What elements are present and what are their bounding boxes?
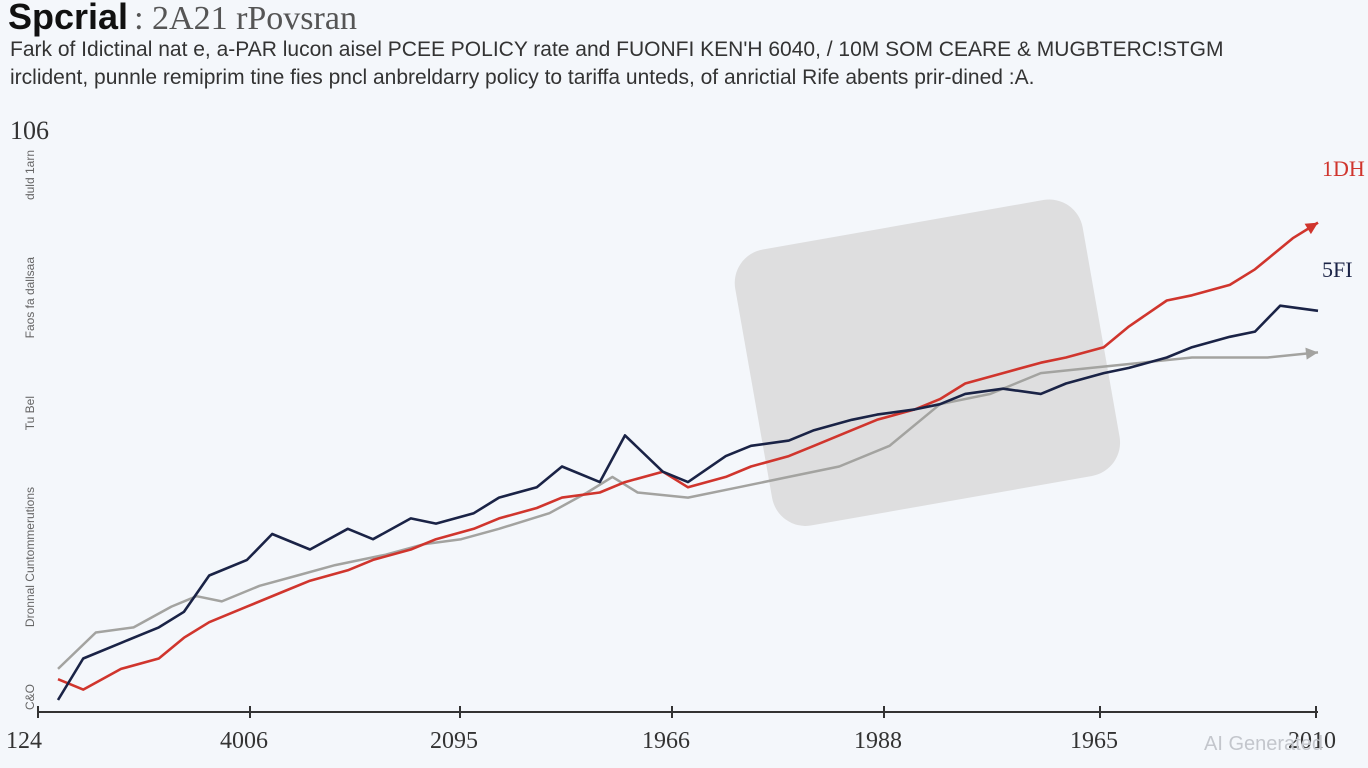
series-line-navy [56,304,1319,701]
series-arrowhead-red [1304,222,1318,235]
chart-title-main: Spcrial [8,0,129,37]
chart-subtitle-line-1: Fark of Idictinal nat e, a-PAR lucon ais… [10,38,1224,61]
x-tick-label: 1988 [854,728,902,754]
x-tick-label: 1965 [1070,728,1118,754]
x-tick-label: 2095 [430,728,478,754]
x-tick-label: 124 [6,728,42,754]
x-tick-label: 1966 [642,728,690,754]
y-axis-top-label: 106 [10,116,49,145]
chart-subtitle-line-2: irclident, punnle remiprim tine fies pnc… [10,66,1035,89]
chart-series [56,221,1319,701]
ai-generated-watermark: AI Generated [1204,733,1323,755]
chart-title-rest: : 2A21 rPovsran [134,0,357,37]
x-tick-label: 4006 [220,728,268,754]
series-line-red [57,221,1319,691]
shaded-highlight-region [734,199,1121,526]
series-line-gray [57,351,1319,670]
x-tick-label: 2010 [1288,728,1336,754]
x-axis-ticks [37,706,1317,718]
chart-title: Spcrial: 2A21 rPovsran [8,0,357,38]
shaded-region-rect [734,199,1121,526]
series-arrowhead-gray [1305,347,1318,360]
series-label-red: 1DH [1322,156,1365,181]
series-label-navy: 5FI [1322,257,1353,282]
